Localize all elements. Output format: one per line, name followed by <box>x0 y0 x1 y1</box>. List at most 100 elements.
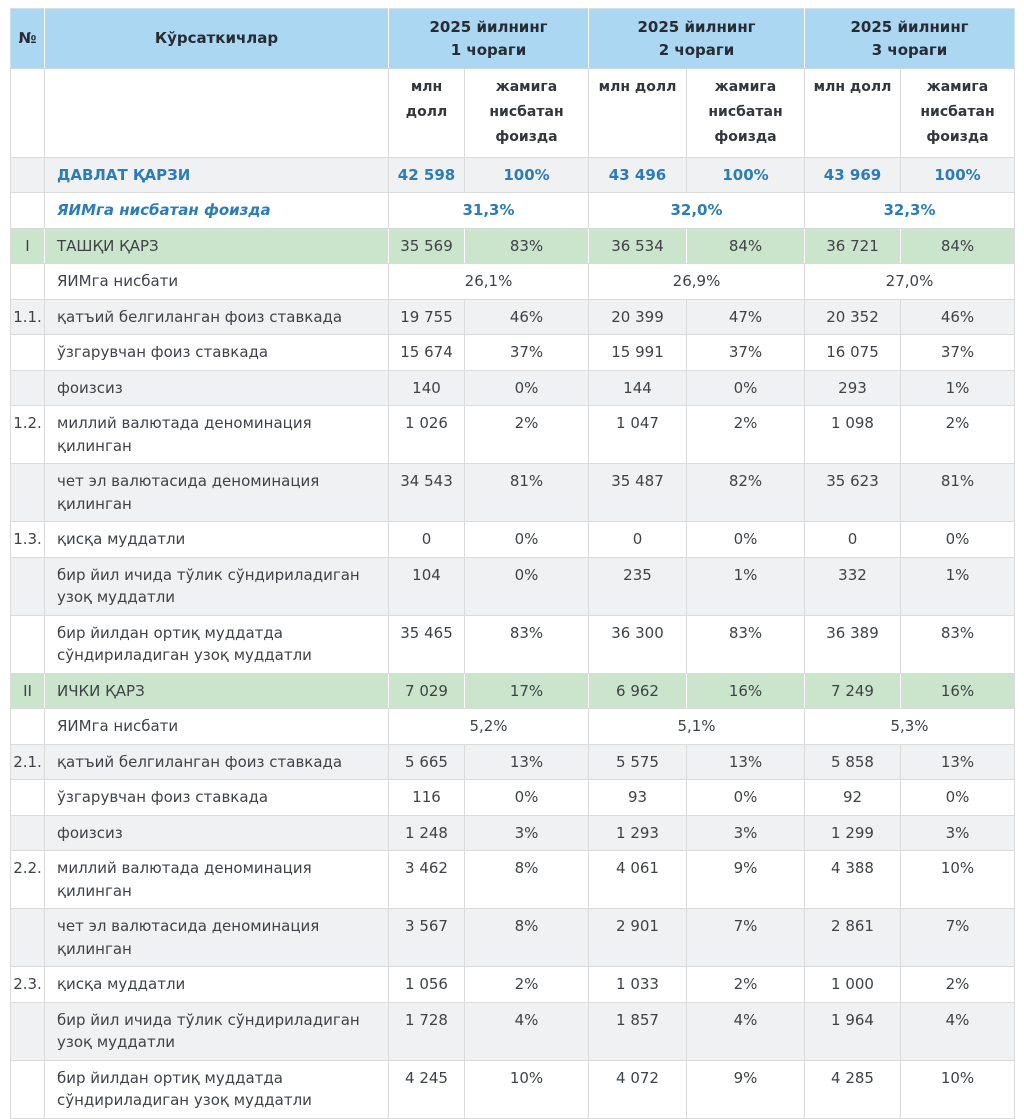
subheader-share-q2: жамига нисбатан фоизда <box>686 68 805 158</box>
row-label: чет эл валютасида деноминация қилинган <box>44 463 389 523</box>
table-row: 1.2. миллий валютада деноминация қилинган… <box>10 405 1015 465</box>
cell-value: 8% <box>464 908 589 968</box>
cell-value: 4% <box>900 1001 1015 1061</box>
cell-value: 37% <box>464 334 589 371</box>
cell-value: 4% <box>686 1001 805 1061</box>
gdp-ratio-value: 26,9% <box>588 263 805 300</box>
cell-value: 3% <box>686 814 805 852</box>
cell-value: 1% <box>686 556 805 616</box>
cell-value: 81% <box>464 463 589 523</box>
cell-value: 15 674 <box>388 334 465 371</box>
cell-value: 34 543 <box>388 463 465 523</box>
cell-value: 35 569 <box>388 227 465 265</box>
cell-value: 7 249 <box>804 672 901 710</box>
cell-value: 4 285 <box>804 1059 901 1119</box>
gdp-ratio-value: 31,3% <box>388 192 589 229</box>
table-row: чет эл валютасида деноминация қилинган 3 … <box>10 908 1015 968</box>
cell-value: 4% <box>464 1001 589 1061</box>
cell-value: 92 <box>804 779 901 816</box>
cell-value: 47% <box>686 298 805 336</box>
cell-value: 1 293 <box>588 814 687 852</box>
col-header-quarter-2: 2025 йилнинг 2 чораги <box>588 8 805 69</box>
cell-value: 4 245 <box>388 1059 465 1119</box>
subheader-empty-number <box>10 68 45 158</box>
cell-value: 93 <box>588 779 687 816</box>
cell-value: 84% <box>900 227 1015 265</box>
cell-value: 0% <box>464 556 589 616</box>
table-row: ўзгарувчан фоиз ставкада 15 674 37% 15 991 3… <box>10 334 1015 371</box>
col-header-indicators: Кўрсаткичлар <box>44 8 389 69</box>
row-label: ТАШҚИ ҚАРЗ <box>44 227 389 265</box>
cell-value: 140 <box>388 369 465 407</box>
col-header-quarter-1: 2025 йилнинг 1 чораги <box>388 8 589 69</box>
gdp-ratio-value: 5,2% <box>388 708 589 745</box>
cell-value: 10% <box>900 1059 1015 1119</box>
cell-value: 81% <box>900 463 1015 523</box>
row-number <box>10 779 45 816</box>
cell-value: 36 534 <box>588 227 687 265</box>
cell-value: 20 399 <box>588 298 687 336</box>
gdp-ratio-value: 5,1% <box>588 708 805 745</box>
row-number <box>10 263 45 300</box>
row-number <box>10 814 45 852</box>
cell-value: 1 047 <box>588 405 687 465</box>
row-number <box>10 1001 45 1061</box>
row-number: 2.1. <box>10 743 45 781</box>
table-subheader-row: млн долл жамига нисбатан фоизда млн долл… <box>10 68 1015 158</box>
row-label: ЯИМга нисбатан фоизда <box>44 192 389 229</box>
cell-value: 0% <box>900 779 1015 816</box>
cell-value: 8% <box>464 850 589 910</box>
cell-value: 1 248 <box>388 814 465 852</box>
cell-value: 2 901 <box>588 908 687 968</box>
cell-value: 2% <box>464 405 589 465</box>
row-label: фоизсиз <box>44 814 389 852</box>
table-row: бир йилдан ортиқ муддатда сўндириладиган… <box>10 614 1015 674</box>
row-number <box>10 192 45 229</box>
cell-value: 100% <box>464 156 589 194</box>
row-number: 2.3. <box>10 966 45 1003</box>
row-label: ўзгарувчан фоиз ставкада <box>44 334 389 371</box>
row-number <box>10 156 45 194</box>
cell-value: 0 <box>804 521 901 558</box>
cell-value: 10% <box>900 850 1015 910</box>
cell-value: 0% <box>900 521 1015 558</box>
cell-value: 0% <box>464 369 589 407</box>
cell-value: 293 <box>804 369 901 407</box>
row-label: миллий валютада деноминация қилинган <box>44 405 389 465</box>
table-row: ЯИМга нисбати 5,2% 5,1% 5,3% <box>10 708 1015 745</box>
row-label: бир йилдан ортиқ муддатда сўндириладиган… <box>44 1059 389 1119</box>
row-label: ДАВЛАТ ҚАРЗИ <box>44 156 389 194</box>
cell-value: 83% <box>686 614 805 674</box>
row-number: I <box>10 227 45 265</box>
row-number: 1.2. <box>10 405 45 465</box>
cell-value: 0% <box>464 521 589 558</box>
cell-value: 4 072 <box>588 1059 687 1119</box>
row-number <box>10 334 45 371</box>
row-number: 2.2. <box>10 850 45 910</box>
row-number: 1.3. <box>10 521 45 558</box>
cell-value: 16 075 <box>804 334 901 371</box>
gdp-ratio-value: 26,1% <box>388 263 589 300</box>
row-label: фоизсиз <box>44 369 389 407</box>
gdp-ratio-value: 27,0% <box>804 263 1015 300</box>
cell-value: 0 <box>388 521 465 558</box>
cell-value: 1 033 <box>588 966 687 1003</box>
cell-value: 13% <box>464 743 589 781</box>
cell-value: 15 991 <box>588 334 687 371</box>
cell-value: 82% <box>686 463 805 523</box>
table-row: 1.3. қисқа муддатли 0 0% 0 0% 0 0% <box>10 521 1015 558</box>
cell-value: 100% <box>686 156 805 194</box>
cell-value: 9% <box>686 850 805 910</box>
cell-value: 16% <box>686 672 805 710</box>
cell-value: 37% <box>900 334 1015 371</box>
row-label: ИЧКИ ҚАРЗ <box>44 672 389 710</box>
row-number <box>10 708 45 745</box>
subheader-mln-q1: млн долл <box>388 68 465 158</box>
row-label: қатъий белгиланган фоиз ставкада <box>44 298 389 336</box>
table-row: ЯИМга нисбати 26,1% 26,9% 27,0% <box>10 263 1015 300</box>
cell-value: 43 496 <box>588 156 687 194</box>
gdp-ratio-value: 32,0% <box>588 192 805 229</box>
row-number <box>10 369 45 407</box>
row-label: миллий валютада деноминация қилинган <box>44 850 389 910</box>
cell-value: 1 056 <box>388 966 465 1003</box>
